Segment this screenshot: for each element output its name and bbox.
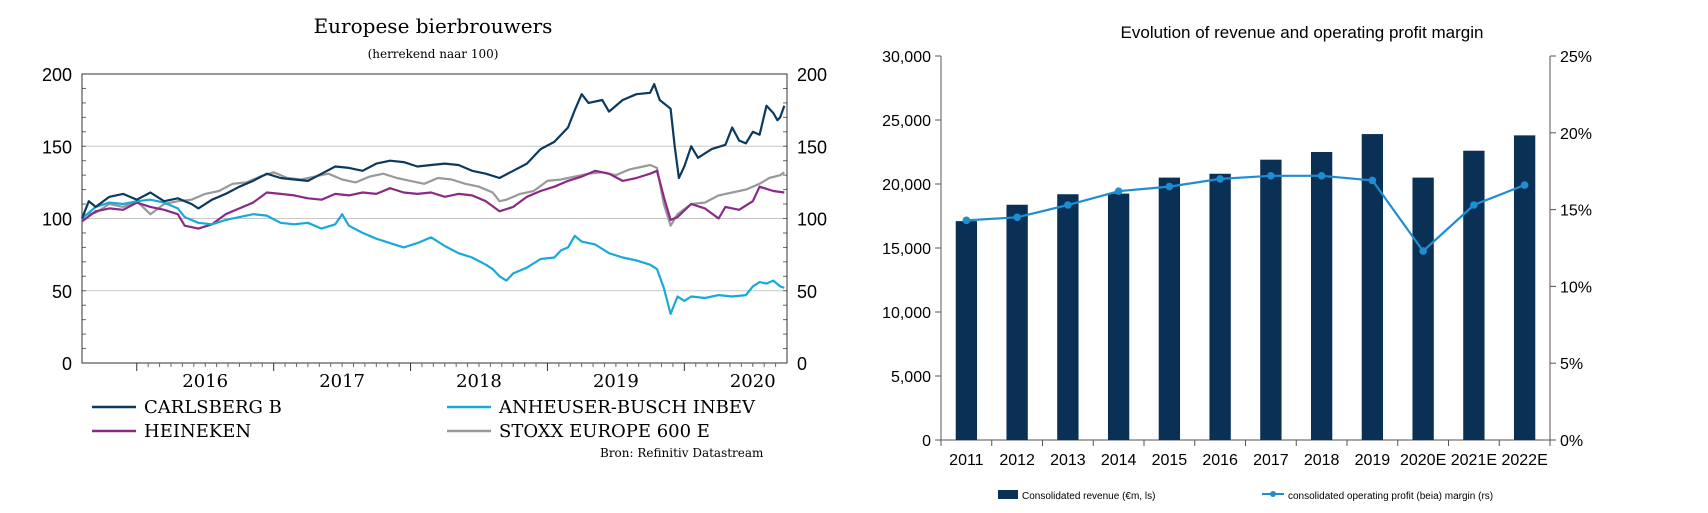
margin-point xyxy=(1165,182,1174,191)
x-tick-label: 2019 xyxy=(593,371,639,392)
x-tick-label: 2018 xyxy=(456,371,502,392)
x-tick-label: 2015 xyxy=(1152,452,1188,469)
beer-brewers-line-chart: Europese bierbrouwers (herrekend naar 10… xyxy=(42,14,827,442)
x-tick-label: 2020E xyxy=(1400,452,1446,469)
revenue-bar xyxy=(1310,152,1333,440)
margin-point xyxy=(1013,213,1021,222)
legend-label: Consolidated revenue (€m, ls) xyxy=(1022,491,1155,502)
revenue-bar xyxy=(1158,177,1181,440)
x-tick-label: 2017 xyxy=(1253,452,1289,469)
margin-point xyxy=(1216,175,1224,183)
y-tick-label-left: 50 xyxy=(52,282,72,302)
legend-label: HEINEKEN xyxy=(144,421,251,442)
y-tick-label-right: 10% xyxy=(1560,279,1592,296)
y-tick-label-left: 25,000 xyxy=(882,113,931,130)
y-tick-label-left: 0 xyxy=(62,354,72,374)
legend-label: ANHEUSER-BUSCH INBEV xyxy=(498,397,756,418)
y-tick-label-left: 10,000 xyxy=(882,305,931,322)
y-tick-label-left: 100 xyxy=(42,210,72,230)
legend-marker-margin xyxy=(1270,491,1276,497)
legend-label: CARLSBERG B xyxy=(144,397,282,418)
beer-brewers-chart-panel: Europese bierbrouwers (herrekend naar 10… xyxy=(0,0,850,508)
revenue-bar xyxy=(1513,135,1536,441)
margin-point xyxy=(1470,201,1478,209)
x-tick-label: 2020 xyxy=(730,371,776,392)
revenue-bar xyxy=(1463,150,1485,440)
margin-line xyxy=(966,174,1526,253)
revenue-bar xyxy=(1107,193,1130,440)
margin-point xyxy=(1419,247,1427,255)
y-tick-label-right: 0% xyxy=(1560,433,1583,450)
series-line-carlsberg-b xyxy=(80,83,786,219)
x-tick-label: 2017 xyxy=(319,371,365,392)
y-tick-label-right: 0 xyxy=(797,354,807,374)
x-tick-label: 2014 xyxy=(1101,452,1137,469)
x-tick-label: 2016 xyxy=(1202,452,1238,469)
y-tick-label-right: 5% xyxy=(1560,356,1583,373)
margin-point xyxy=(962,216,971,225)
x-tick-label: 2016 xyxy=(182,371,228,392)
revenue-bar xyxy=(1412,177,1434,440)
y-tick-label-right: 25% xyxy=(1560,49,1592,66)
revenue-bar xyxy=(1361,134,1384,440)
y-tick-label-left: 15,000 xyxy=(882,241,931,258)
margin-point xyxy=(1317,172,1326,180)
series-line-heineken xyxy=(81,169,785,230)
y-tick-label-left: 30,000 xyxy=(882,49,931,66)
x-tick-label: 2011 xyxy=(949,452,984,469)
legend-swatch-revenue xyxy=(998,490,1018,499)
margin-point xyxy=(1267,172,1275,180)
margin-point xyxy=(1114,187,1123,195)
chart-source: Bron: Refinitiv Datastream xyxy=(600,446,764,460)
legend-label: consolidated operating profit (beia) mar… xyxy=(1288,491,1493,502)
margin-point xyxy=(1064,201,1072,209)
y-tick-label-left: 20,000 xyxy=(882,177,931,194)
legend-label: STOXX EUROPE 600 E xyxy=(499,421,710,442)
y-tick-label-right: 50 xyxy=(797,282,817,302)
y-tick-label-right: 150 xyxy=(797,137,827,157)
y-tick-label-right: 20% xyxy=(1560,126,1592,143)
y-tick-label-right: 100 xyxy=(797,210,827,230)
y-tick-label-left: 200 xyxy=(42,65,72,85)
x-tick-label: 2012 xyxy=(999,452,1035,469)
x-tick-label: 2013 xyxy=(1050,452,1086,469)
y-tick-label-left: 0 xyxy=(922,433,931,450)
revenue-bar xyxy=(1209,173,1231,440)
x-tick-label: 2022E xyxy=(1501,452,1547,469)
x-tick-label: 2018 xyxy=(1304,452,1340,469)
margin-point xyxy=(1520,181,1529,189)
y-tick-label-left: 5,000 xyxy=(891,369,931,386)
revenue-margin-combo-chart: Evolution of revenue and operating profi… xyxy=(882,23,1592,502)
chart-subtitle: (herrekend naar 100) xyxy=(368,47,499,61)
y-tick-label-right: 200 xyxy=(797,65,827,85)
margin-point xyxy=(1368,176,1377,185)
series-line-anheuser-busch-inbev xyxy=(81,198,785,315)
y-tick-label-left: 150 xyxy=(42,137,72,157)
revenue-margin-chart-panel: Evolution of revenue and operating profi… xyxy=(850,0,1708,508)
revenue-bar xyxy=(1006,204,1028,440)
y-tick-label-right: 15% xyxy=(1560,203,1592,220)
chart-title: Europese bierbrouwers xyxy=(314,14,553,38)
x-tick-label: 2019 xyxy=(1355,452,1391,469)
chart-title: Evolution of revenue and operating profi… xyxy=(1121,23,1484,42)
revenue-bar xyxy=(1260,159,1282,440)
revenue-bar xyxy=(1057,194,1079,440)
revenue-bar xyxy=(955,221,978,440)
x-tick-label: 2021E xyxy=(1451,452,1497,469)
